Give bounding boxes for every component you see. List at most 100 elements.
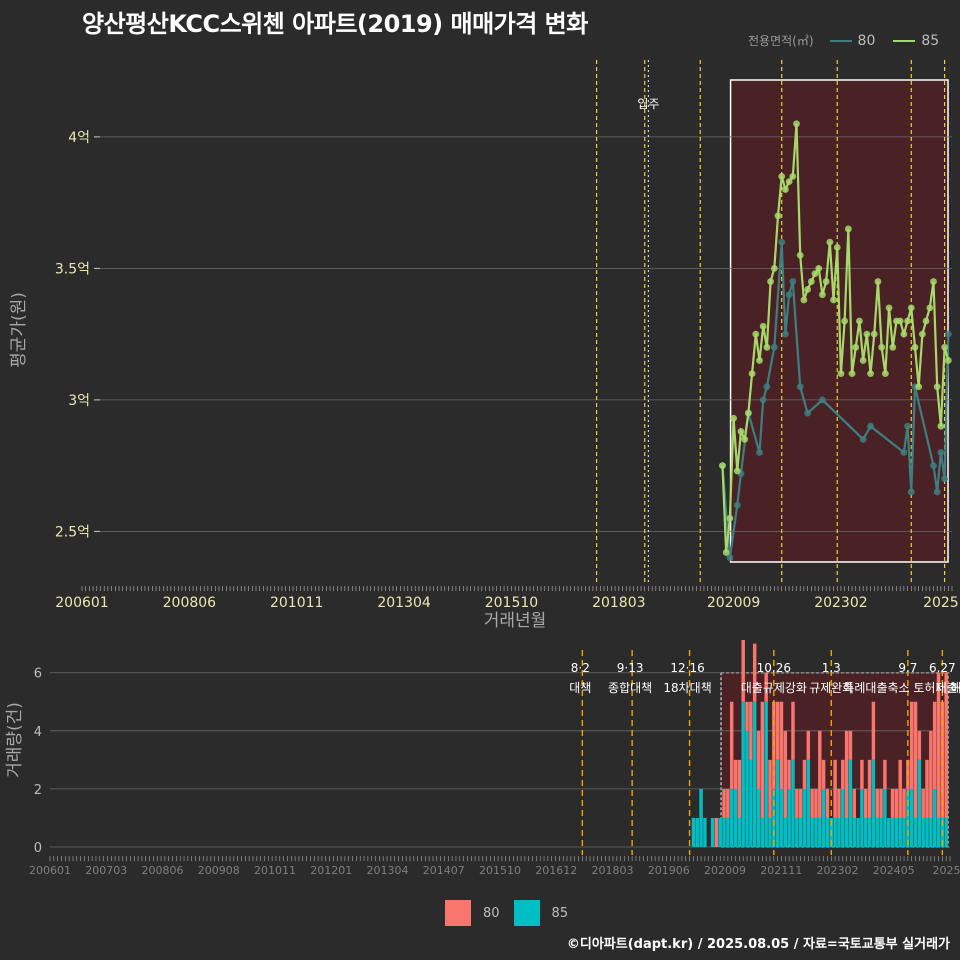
data-point-85 [807,278,815,285]
x-tick-label: 201510 [479,864,521,877]
data-point-80 [756,449,763,456]
data-point-85 [759,322,767,330]
data-point-85 [904,317,911,325]
data-point-80 [937,449,945,456]
data-point-85 [856,317,863,325]
bar-85 [875,817,879,847]
bar-80 [722,788,726,818]
data-point-80 [867,422,874,430]
bar-80 [875,788,879,818]
legend-bottom-label-85: 85 [551,905,569,921]
data-point-85 [863,330,871,338]
bar-80 [714,817,719,847]
legend-bottom-label-80: 80 [483,905,500,921]
data-point-85 [848,370,856,377]
data-point-85 [907,304,915,312]
data-point-85 [918,330,926,338]
bar-80 [818,730,822,818]
data-point-85 [763,343,771,351]
legend-line-85-icon [893,39,916,42]
data-point-80 [770,343,778,351]
bar-85 [821,788,826,847]
data-point-85 [841,317,849,325]
data-point-85 [852,343,860,351]
x-tick-label: 202302 [817,864,859,877]
bar-80 [936,672,941,818]
bar-85 [726,817,730,847]
bar-85 [887,817,891,847]
x-tick-label: 200806 [163,595,217,611]
bar-85 [883,788,887,847]
bar-85 [925,817,929,847]
legend-bottom: 80 85 [445,900,582,926]
bar-85 [703,817,707,847]
x-tick-label: 202302 [814,595,867,611]
data-point-85 [730,414,737,422]
bar-80 [814,788,818,818]
bar-80 [909,701,914,789]
data-point-85 [752,330,760,338]
bar-85 [798,817,803,847]
bar-80 [726,788,730,818]
legend-swatch-80-icon [445,900,471,926]
bar-80 [894,788,899,818]
y-tick-label: 2 [34,783,42,798]
bar-85 [718,817,722,847]
data-point-80 [763,383,771,391]
x-tick-label: 201906 [648,864,690,877]
bar-85 [860,788,864,847]
bar-80 [775,701,780,760]
data-point-85 [756,357,763,364]
x-tick-label: 200601 [29,864,71,877]
data-point-85 [741,435,749,443]
data-point-80 [782,330,789,338]
bar-85 [837,817,841,847]
bar-80 [879,788,883,818]
bar-85 [932,788,937,847]
bar-85 [894,817,899,847]
bar-80 [737,759,742,818]
policy-text-label: 규제완화 [809,681,853,695]
bar-85 [825,817,830,847]
bar-85 [818,817,822,847]
data-point-85 [926,304,934,312]
data-point-85 [930,278,937,285]
policy-date-label: 12·16 [670,661,704,675]
data-point-85 [767,278,774,285]
data-point-85 [819,291,826,299]
bar-80 [745,701,749,731]
data-point-80 [941,475,948,483]
x-tick-label: 201612 [535,864,577,877]
data-point-85 [833,243,841,251]
bar-80 [837,788,841,818]
data-point-85 [922,317,930,325]
bar-85 [814,817,818,847]
data-point-85 [885,304,893,312]
legend-label-85: 85 [921,32,940,49]
x-tick-label: 200703 [85,864,127,877]
data-point-80 [819,396,826,404]
data-point-85 [785,178,793,186]
bar-85 [729,788,734,847]
bar-80 [871,701,876,760]
data-point-85 [748,370,756,377]
data-point-85 [911,343,919,351]
data-point-80 [785,291,793,299]
bar-80 [764,672,768,702]
bar-80 [944,672,948,818]
bar-80 [917,730,922,760]
x-tick-label: 202405 [873,864,915,877]
y-tick-label: 0 [34,841,42,856]
x-tick-label: 20250 [933,864,960,877]
bar-85 [695,817,699,847]
data-point-85 [719,462,726,470]
bar-80 [760,701,765,818]
data-point-85 [789,172,797,180]
bar-80 [802,759,807,789]
bar-80 [752,643,757,702]
bar-80 [779,701,784,789]
bar-85 [787,788,791,847]
policy-text-label: 대출규 [936,681,960,695]
data-point-85 [815,265,823,272]
